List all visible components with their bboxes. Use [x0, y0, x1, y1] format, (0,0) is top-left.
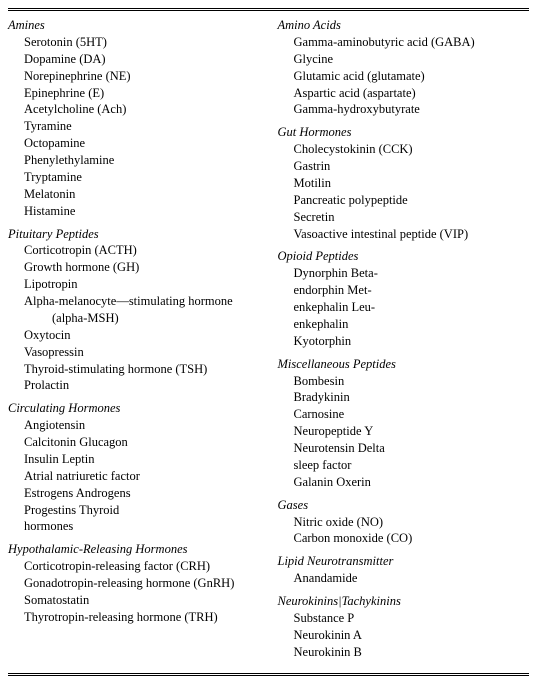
group-items: Gamma-aminobutyric acid (GABA)GlycineGlu… [278, 34, 530, 118]
list-item: Angiotensin [24, 417, 260, 434]
group-items: Anandamide [278, 570, 530, 587]
list-item: Alpha-melanocyte—stimulating hormone [24, 293, 260, 310]
list-item: Acetylcholine (Ach) [24, 101, 260, 118]
list-item: Norepinephrine (NE) [24, 68, 260, 85]
left-group: AminesSerotonin (5HT)Dopamine (DA)Norepi… [8, 17, 260, 220]
group-items: Serotonin (5HT)Dopamine (DA)Norepinephri… [8, 34, 260, 220]
content-columns: AminesSerotonin (5HT)Dopamine (DA)Norepi… [8, 17, 529, 667]
list-item: Gamma-aminobutyric acid (GABA) [294, 34, 530, 51]
group-title: Pituitary Peptides [8, 226, 260, 243]
list-item: Kyotorphin [294, 333, 530, 350]
continuation-text: (alpha-MSH) [24, 310, 260, 327]
list-item: Dynorphin Beta- [294, 265, 530, 282]
left-group: Circulating HormonesAngiotensinCalcitoni… [8, 400, 260, 535]
list-item: Aspartic acid (aspartate) [294, 85, 530, 102]
list-item: Galanin Oxerin [294, 474, 530, 491]
list-item: Anandamide [294, 570, 530, 587]
list-item: Atrial natriuretic factor [24, 468, 260, 485]
list-item: Vasoactive intestinal peptide (VIP) [294, 226, 530, 243]
group-items: Corticotropin-releasing factor (CRH)Gona… [8, 558, 260, 626]
list-item: Bombesin [294, 373, 530, 390]
list-item: Pancreatic polypeptide [294, 192, 530, 209]
group-title: Opioid Peptides [278, 248, 530, 265]
group-items: Corticotropin (ACTH)Growth hormone (GH)L… [8, 242, 260, 394]
right-group: Amino AcidsGamma-aminobutyric acid (GABA… [278, 17, 530, 118]
group-title: Gut Hormones [278, 124, 530, 141]
list-item: Neurokinin A [294, 627, 530, 644]
group-items: Substance PNeurokinin ANeurokinin B [278, 610, 530, 661]
list-item: hormones [24, 518, 260, 535]
right-group: Gut HormonesCholecystokinin (CCK)Gastrin… [278, 124, 530, 242]
list-item: Histamine [24, 203, 260, 220]
list-item: Octopamine [24, 135, 260, 152]
list-item: endorphin Met- [294, 282, 530, 299]
list-item: Neurotensin Delta [294, 440, 530, 457]
list-item: Carbon monoxide (CO) [294, 530, 530, 547]
list-item: Tryptamine [24, 169, 260, 186]
group-items: Dynorphin Beta-endorphin Met-enkephalin … [278, 265, 530, 349]
right-group: GasesNitric oxide (NO)Carbon monoxide (C… [278, 497, 530, 548]
group-title: Lipid Neurotransmitter [278, 553, 530, 570]
list-item: Phenylethylamine [24, 152, 260, 169]
list-item: Secretin [294, 209, 530, 226]
list-item: Thyroid-stimulating hormone (TSH) [24, 361, 260, 378]
list-item: Progestins Thyroid [24, 502, 260, 519]
list-item: Neuropeptide Y [294, 423, 530, 440]
list-item: Epinephrine (E) [24, 85, 260, 102]
list-item: Motilin [294, 175, 530, 192]
right-group: Miscellaneous PeptidesBombesinBradykinin… [278, 356, 530, 491]
list-item: Carnosine [294, 406, 530, 423]
list-item: Glutamic acid (glutamate) [294, 68, 530, 85]
right-group: Opioid PeptidesDynorphin Beta-endorphin … [278, 248, 530, 349]
group-items: AngiotensinCalcitonin GlucagonInsulin Le… [8, 417, 260, 535]
list-item-continuation: (alpha-MSH) [24, 310, 260, 327]
list-item: enkephalin [294, 316, 530, 333]
list-item: Gastrin [294, 158, 530, 175]
list-item: Corticotropin-releasing factor (CRH) [24, 558, 260, 575]
left-column: AminesSerotonin (5HT)Dopamine (DA)Norepi… [8, 17, 260, 667]
list-item: Somatostatin [24, 592, 260, 609]
list-item: Insulin Leptin [24, 451, 260, 468]
list-item: Oxytocin [24, 327, 260, 344]
list-item: Corticotropin (ACTH) [24, 242, 260, 259]
list-item: Lipotropin [24, 276, 260, 293]
list-item: Neurokinin B [294, 644, 530, 661]
group-title: Amines [8, 17, 260, 34]
list-item: Substance P [294, 610, 530, 627]
list-item: enkephalin Leu- [294, 299, 530, 316]
group-items: Nitric oxide (NO)Carbon monoxide (CO) [278, 514, 530, 548]
list-item: Glycine [294, 51, 530, 68]
list-item: Bradykinin [294, 389, 530, 406]
left-group: Pituitary PeptidesCorticotropin (ACTH)Gr… [8, 226, 260, 395]
list-item: Prolactin [24, 377, 260, 394]
group-title: Hypothalamic-Releasing Hormones [8, 541, 260, 558]
group-items: BombesinBradykininCarnosineNeuropeptide … [278, 373, 530, 491]
list-item: sleep factor [294, 457, 530, 474]
group-title: Circulating Hormones [8, 400, 260, 417]
bottom-rule [8, 673, 529, 676]
list-item: Growth hormone (GH) [24, 259, 260, 276]
list-item: Tyramine [24, 118, 260, 135]
group-title: Neurokinins|Tachykinins [278, 593, 530, 610]
list-item: Cholecystokinin (CCK) [294, 141, 530, 158]
list-item: Gonadotropin-releasing hormone (GnRH) [24, 575, 260, 592]
top-rule [8, 8, 529, 11]
left-group: Hypothalamic-Releasing HormonesCorticotr… [8, 541, 260, 625]
group-items: Cholecystokinin (CCK)GastrinMotilinPancr… [278, 141, 530, 242]
list-item: Calcitonin Glucagon [24, 434, 260, 451]
right-group: Lipid NeurotransmitterAnandamide [278, 553, 530, 587]
list-item: Serotonin (5HT) [24, 34, 260, 51]
list-item: Melatonin [24, 186, 260, 203]
group-title: Miscellaneous Peptides [278, 356, 530, 373]
list-item: Thyrotropin-releasing hormone (TRH) [24, 609, 260, 626]
list-item: Nitric oxide (NO) [294, 514, 530, 531]
group-title: Gases [278, 497, 530, 514]
group-title: Amino Acids [278, 17, 530, 34]
right-group: Neurokinins|TachykininsSubstance PNeurok… [278, 593, 530, 661]
list-item: Dopamine (DA) [24, 51, 260, 68]
list-item: Vasopressin [24, 344, 260, 361]
right-column: Amino AcidsGamma-aminobutyric acid (GABA… [278, 17, 530, 667]
list-item: Gamma-hydroxybutyrate [294, 101, 530, 118]
list-item: Estrogens Androgens [24, 485, 260, 502]
